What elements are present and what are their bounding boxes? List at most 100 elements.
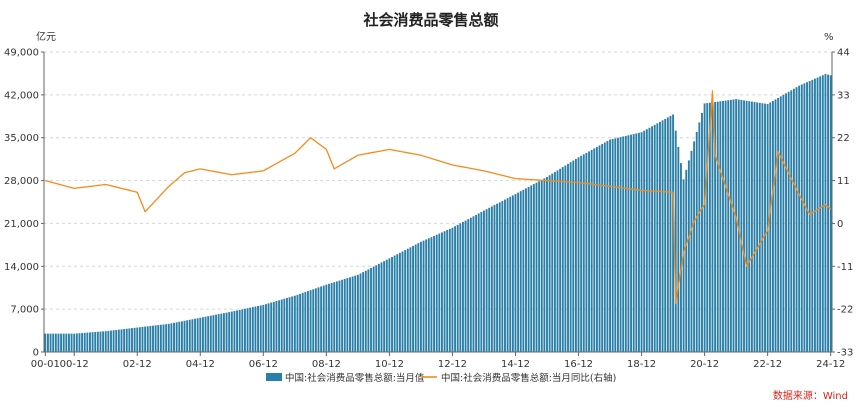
bar bbox=[792, 88, 795, 353]
bar bbox=[756, 102, 759, 352]
bar bbox=[296, 294, 299, 352]
bar bbox=[603, 142, 606, 352]
bar bbox=[459, 223, 462, 352]
bar bbox=[265, 304, 267, 352]
bar bbox=[204, 316, 207, 352]
bar bbox=[304, 292, 307, 352]
bar bbox=[404, 250, 407, 352]
bar bbox=[606, 141, 609, 352]
bar bbox=[803, 83, 806, 353]
y-right-tick-label: 22 bbox=[837, 133, 850, 144]
bar bbox=[456, 224, 459, 352]
bar bbox=[322, 285, 325, 352]
bar bbox=[527, 186, 530, 352]
bar bbox=[398, 252, 401, 352]
bar bbox=[493, 205, 496, 352]
bar bbox=[750, 101, 753, 353]
bar bbox=[472, 216, 475, 352]
bar bbox=[677, 146, 680, 352]
bar bbox=[133, 327, 136, 352]
bar bbox=[123, 329, 126, 352]
bar bbox=[154, 325, 157, 352]
bar bbox=[593, 148, 596, 352]
x-tick-label: 24-12 bbox=[816, 359, 845, 370]
bar bbox=[375, 265, 378, 352]
bar bbox=[680, 163, 682, 352]
bar bbox=[299, 293, 302, 352]
bar bbox=[391, 256, 393, 352]
bar bbox=[559, 168, 562, 352]
bar bbox=[228, 312, 231, 352]
bar bbox=[406, 248, 409, 352]
x-tick-label: 18-12 bbox=[627, 359, 656, 370]
y-left-tick-label: 42,000 bbox=[4, 90, 39, 101]
bar bbox=[372, 266, 375, 352]
bar bbox=[335, 281, 338, 352]
bar bbox=[417, 243, 420, 352]
bar bbox=[270, 302, 273, 352]
bar bbox=[624, 135, 627, 352]
bar bbox=[230, 311, 233, 352]
bar bbox=[272, 301, 275, 352]
bar bbox=[191, 319, 194, 352]
bar bbox=[467, 219, 470, 352]
bar bbox=[251, 307, 254, 352]
bar bbox=[485, 209, 488, 352]
bar bbox=[595, 146, 598, 352]
bar bbox=[86, 332, 89, 352]
bar bbox=[611, 138, 614, 352]
bar bbox=[257, 305, 260, 352]
bar bbox=[553, 172, 556, 352]
bar bbox=[525, 188, 527, 352]
bar bbox=[656, 123, 659, 352]
bar bbox=[427, 238, 430, 352]
right-axis-unit: % bbox=[824, 32, 834, 43]
bar bbox=[532, 184, 535, 352]
y-right-tick-label: 11 bbox=[837, 176, 850, 187]
bar bbox=[782, 94, 785, 352]
y-right-tick-label: -33 bbox=[837, 348, 853, 359]
bar bbox=[798, 85, 801, 353]
bar bbox=[440, 232, 443, 352]
bar bbox=[112, 330, 115, 352]
bar bbox=[582, 154, 585, 352]
bar bbox=[233, 311, 236, 352]
bar bbox=[666, 117, 669, 352]
bar bbox=[630, 134, 633, 352]
bar bbox=[635, 133, 638, 352]
bar bbox=[569, 162, 572, 352]
bar bbox=[102, 331, 105, 352]
x-tick-label: 00-12 bbox=[60, 359, 89, 370]
bar bbox=[96, 331, 99, 352]
bar bbox=[401, 251, 404, 352]
bar bbox=[110, 330, 112, 352]
bar bbox=[54, 333, 57, 352]
bar-series bbox=[44, 74, 832, 353]
bar bbox=[293, 295, 296, 352]
bar bbox=[477, 213, 480, 352]
x-tick-label: 10-12 bbox=[375, 359, 404, 370]
bar bbox=[241, 309, 244, 352]
bar bbox=[317, 287, 320, 352]
bar bbox=[44, 333, 47, 352]
bar bbox=[811, 79, 814, 352]
bar bbox=[469, 217, 472, 352]
bar bbox=[136, 327, 139, 352]
bar bbox=[52, 333, 55, 352]
y-right-tick-label: 0 bbox=[837, 219, 843, 230]
y-right-tick-label: -11 bbox=[837, 262, 853, 273]
bar bbox=[451, 227, 454, 352]
bar bbox=[422, 240, 425, 352]
bar bbox=[173, 322, 175, 352]
bar bbox=[81, 333, 84, 352]
bar bbox=[60, 333, 63, 352]
bar bbox=[488, 207, 491, 352]
bar bbox=[585, 152, 588, 352]
bar bbox=[483, 210, 485, 352]
bar bbox=[771, 100, 774, 353]
bar bbox=[703, 103, 706, 352]
bar bbox=[708, 102, 711, 352]
bar bbox=[490, 206, 493, 352]
x-tick-label: 02-12 bbox=[123, 359, 152, 370]
bar bbox=[83, 332, 86, 352]
